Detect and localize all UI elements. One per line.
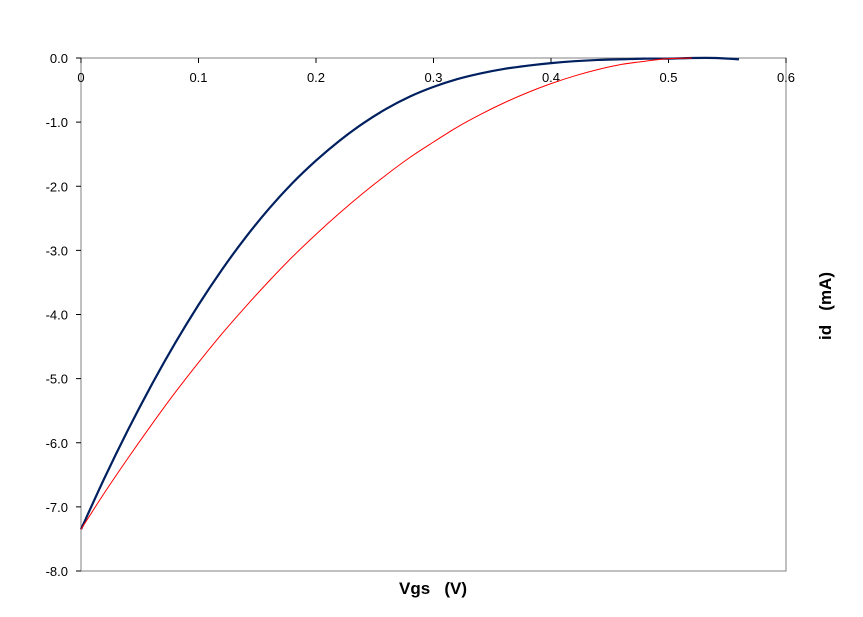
y-tick-label: -4.0 bbox=[46, 308, 68, 323]
y-tick-label: -3.0 bbox=[46, 243, 68, 258]
y-tick-label: -5.0 bbox=[46, 372, 68, 387]
series-layer bbox=[80, 56, 740, 530]
plot-area bbox=[80, 57, 787, 572]
series-line-2 bbox=[80, 57, 693, 530]
x-tick-label: 0 bbox=[77, 70, 84, 85]
y-tick-label: -7.0 bbox=[46, 500, 68, 515]
x-tick-label: 0.4 bbox=[542, 70, 560, 85]
x-axis-title: Vgs (V) bbox=[399, 579, 467, 598]
x-tick-label: 0.5 bbox=[659, 70, 677, 85]
x-tick-label: 0.3 bbox=[424, 70, 442, 85]
x-tick-label: 0.2 bbox=[307, 70, 325, 85]
y-tick-label: -8.0 bbox=[46, 564, 68, 579]
series-line-1 bbox=[80, 56, 740, 530]
y-tick-label: -1.0 bbox=[46, 115, 68, 130]
x-axis-ticks: 0 0.1 0.2 0.3 0.4 0.5 0.6 bbox=[77, 58, 795, 85]
y-tick-label: 0.0 bbox=[50, 51, 68, 66]
y-axis-ticks: 0.0 -1.0 -2.0 -3.0 -4.0 -5.0 -6.0 -7.0 -8.0 bbox=[46, 51, 81, 579]
x-tick-label: 0.1 bbox=[189, 70, 207, 85]
y-axis-title: id (mA) bbox=[816, 272, 835, 340]
y-tick-label: -6.0 bbox=[46, 436, 68, 451]
x-tick-label: 0.6 bbox=[777, 70, 795, 85]
y-tick-label: -2.0 bbox=[46, 179, 68, 194]
